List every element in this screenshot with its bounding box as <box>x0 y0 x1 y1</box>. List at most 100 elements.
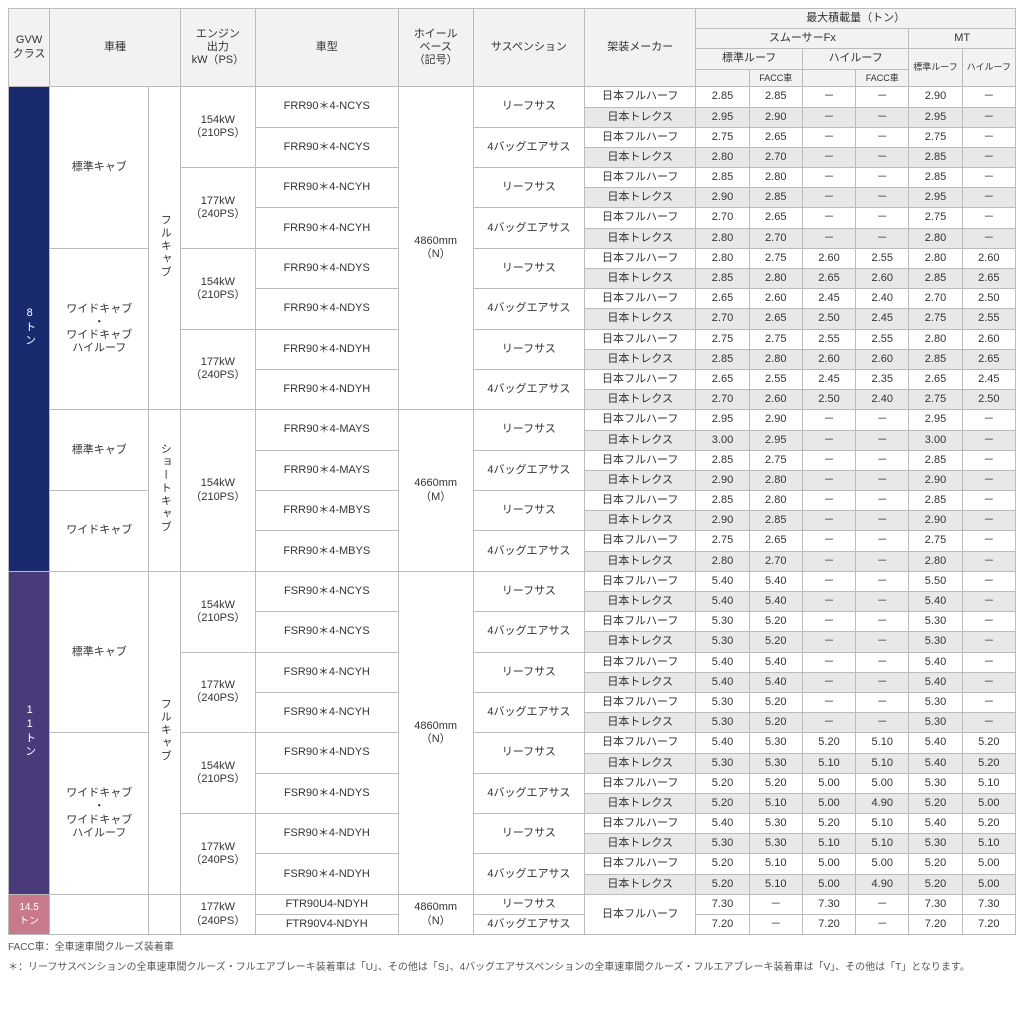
payload-cell: 2.75 <box>909 208 962 228</box>
hdr-facc-1: FACC車 <box>749 69 802 87</box>
payload-cell: 4.90 <box>856 793 909 813</box>
payload-cell: 5.30 <box>696 692 749 712</box>
suspension-cell: 4バッグエアサス <box>473 531 584 571</box>
payload-cell: － <box>802 430 855 450</box>
payload-cell: 2.75 <box>909 390 962 410</box>
suspension-cell: 4バッグエアサス <box>473 773 584 813</box>
payload-cell: － <box>856 632 909 652</box>
payload-cell: 5.30 <box>909 834 962 854</box>
suspension-cell: 4バッグエアサス <box>473 854 584 894</box>
payload-cell: 5.10 <box>962 773 1015 793</box>
payload-cell: 7.20 <box>909 915 962 935</box>
payload-cell: 5.10 <box>856 814 909 834</box>
payload-cell: 2.80 <box>749 491 802 511</box>
payload-cell: － <box>802 208 855 228</box>
maker-cell: 日本トレクス <box>585 470 696 490</box>
payload-cell: 5.40 <box>909 652 962 672</box>
payload-cell: 2.75 <box>696 127 749 147</box>
power-cell: 154kW（210PS） <box>180 410 255 572</box>
maker-cell: 日本トレクス <box>585 713 696 733</box>
maker-cell: 日本フルハーフ <box>585 612 696 632</box>
payload-cell: 2.45 <box>802 289 855 309</box>
payload-cell: 5.20 <box>696 874 749 894</box>
payload-cell: 2.75 <box>909 309 962 329</box>
payload-cell: 5.50 <box>909 571 962 591</box>
payload-cell: 5.10 <box>802 834 855 854</box>
payload-cell: 3.00 <box>909 430 962 450</box>
table-row: 14.5トン177kW（240PS）FTR90U4-NDYH4860mm（N）リ… <box>9 894 1016 914</box>
gvw-11: 11トン <box>9 571 50 894</box>
cab-cell: 標準キャブ <box>50 571 149 733</box>
payload-cell: 7.20 <box>802 915 855 935</box>
payload-cell: － <box>856 511 909 531</box>
model-cell: FSR90＊4-NCYS <box>255 571 398 611</box>
table-row: 11トン標準キャブフルキャブ154kW（210PS）FSR90＊4-NCYS48… <box>9 571 1016 591</box>
model-cell: FSR90＊4-NCYS <box>255 612 398 652</box>
payload-cell: 7.20 <box>962 915 1015 935</box>
payload-cell: 2.85 <box>909 349 962 369</box>
payload-cell: 5.40 <box>909 814 962 834</box>
hdr-mt-hiroof: ハイルーフ <box>962 49 1015 87</box>
payload-cell: 2.60 <box>856 349 909 369</box>
hdr-mt: MT <box>909 29 1016 49</box>
payload-cell: 2.80 <box>909 228 962 248</box>
model-cell: FRR90＊4-NDYS <box>255 248 398 288</box>
payload-cell: 5.30 <box>909 612 962 632</box>
payload-cell: － <box>962 491 1015 511</box>
payload-cell: 5.10 <box>856 733 909 753</box>
payload-cell: － <box>802 470 855 490</box>
payload-cell: 2.65 <box>749 531 802 551</box>
payload-cell: 5.10 <box>802 753 855 773</box>
payload-cell: 2.65 <box>962 349 1015 369</box>
maker-cell: 日本トレクス <box>585 793 696 813</box>
payload-cell: 2.90 <box>909 511 962 531</box>
hdr-power: エンジン出力kW（PS） <box>180 9 255 87</box>
model-cell: FSR90＊4-NDYH <box>255 854 398 894</box>
payload-cell: 2.95 <box>696 410 749 430</box>
suspension-cell: リーフサス <box>473 491 584 531</box>
payload-cell: 2.40 <box>856 390 909 410</box>
table-row: 標準キャブショートキャブ154kW（210PS）FRR90＊4-MAYS4660… <box>9 410 1016 430</box>
payload-cell: 2.65 <box>802 269 855 289</box>
hdr-mt-stdroof: 標準ルーフ <box>909 49 962 87</box>
payload-cell: 5.00 <box>856 773 909 793</box>
payload-cell: 2.95 <box>749 430 802 450</box>
power-cell: 177kW（240PS） <box>180 652 255 733</box>
maker-cell: 日本フルハーフ <box>585 773 696 793</box>
hdr-facc-2: FACC車 <box>856 69 909 87</box>
payload-cell: 2.65 <box>696 369 749 389</box>
payload-cell: 5.20 <box>749 612 802 632</box>
suspension-cell: リーフサス <box>473 168 584 208</box>
payload-cell: 2.85 <box>696 349 749 369</box>
payload-cell: 4.90 <box>856 874 909 894</box>
payload-cell: 2.85 <box>749 188 802 208</box>
suspension-cell: 4バッグエアサス <box>473 915 584 935</box>
payload-cell: － <box>802 531 855 551</box>
payload-cell: 2.55 <box>856 329 909 349</box>
footnote-1: FACC車：全車速車間クルーズ装着車 <box>8 941 1016 955</box>
payload-cell: 2.65 <box>749 127 802 147</box>
payload-cell: － <box>856 612 909 632</box>
payload-cell: 5.20 <box>749 632 802 652</box>
payload-cell: 5.10 <box>962 834 1015 854</box>
payload-cell: 5.00 <box>962 854 1015 874</box>
payload-cell: 7.20 <box>696 915 749 935</box>
payload-cell: － <box>962 531 1015 551</box>
payload-cell: － <box>802 188 855 208</box>
maker-cell: 日本フルハーフ <box>585 208 696 228</box>
suspension-cell: 4バッグエアサス <box>473 612 584 652</box>
maker-cell: 日本トレクス <box>585 390 696 410</box>
payload-cell: 5.20 <box>749 713 802 733</box>
payload-cell: 7.30 <box>696 894 749 914</box>
payload-cell: 5.00 <box>962 793 1015 813</box>
suspension-cell: リーフサス <box>473 87 584 127</box>
payload-cell: 5.10 <box>749 854 802 874</box>
payload-cell: 2.95 <box>909 107 962 127</box>
maker-cell: 日本トレクス <box>585 147 696 167</box>
payload-cell: 2.75 <box>909 127 962 147</box>
hdr-suspension: サスペンション <box>473 9 584 87</box>
payload-cell: － <box>802 87 855 107</box>
table-body: 8トン標準キャブフルキャブ154kW（210PS）FRR90＊4-NCYS486… <box>9 87 1016 935</box>
payload-cell: － <box>962 168 1015 188</box>
payload-cell: 2.50 <box>802 390 855 410</box>
